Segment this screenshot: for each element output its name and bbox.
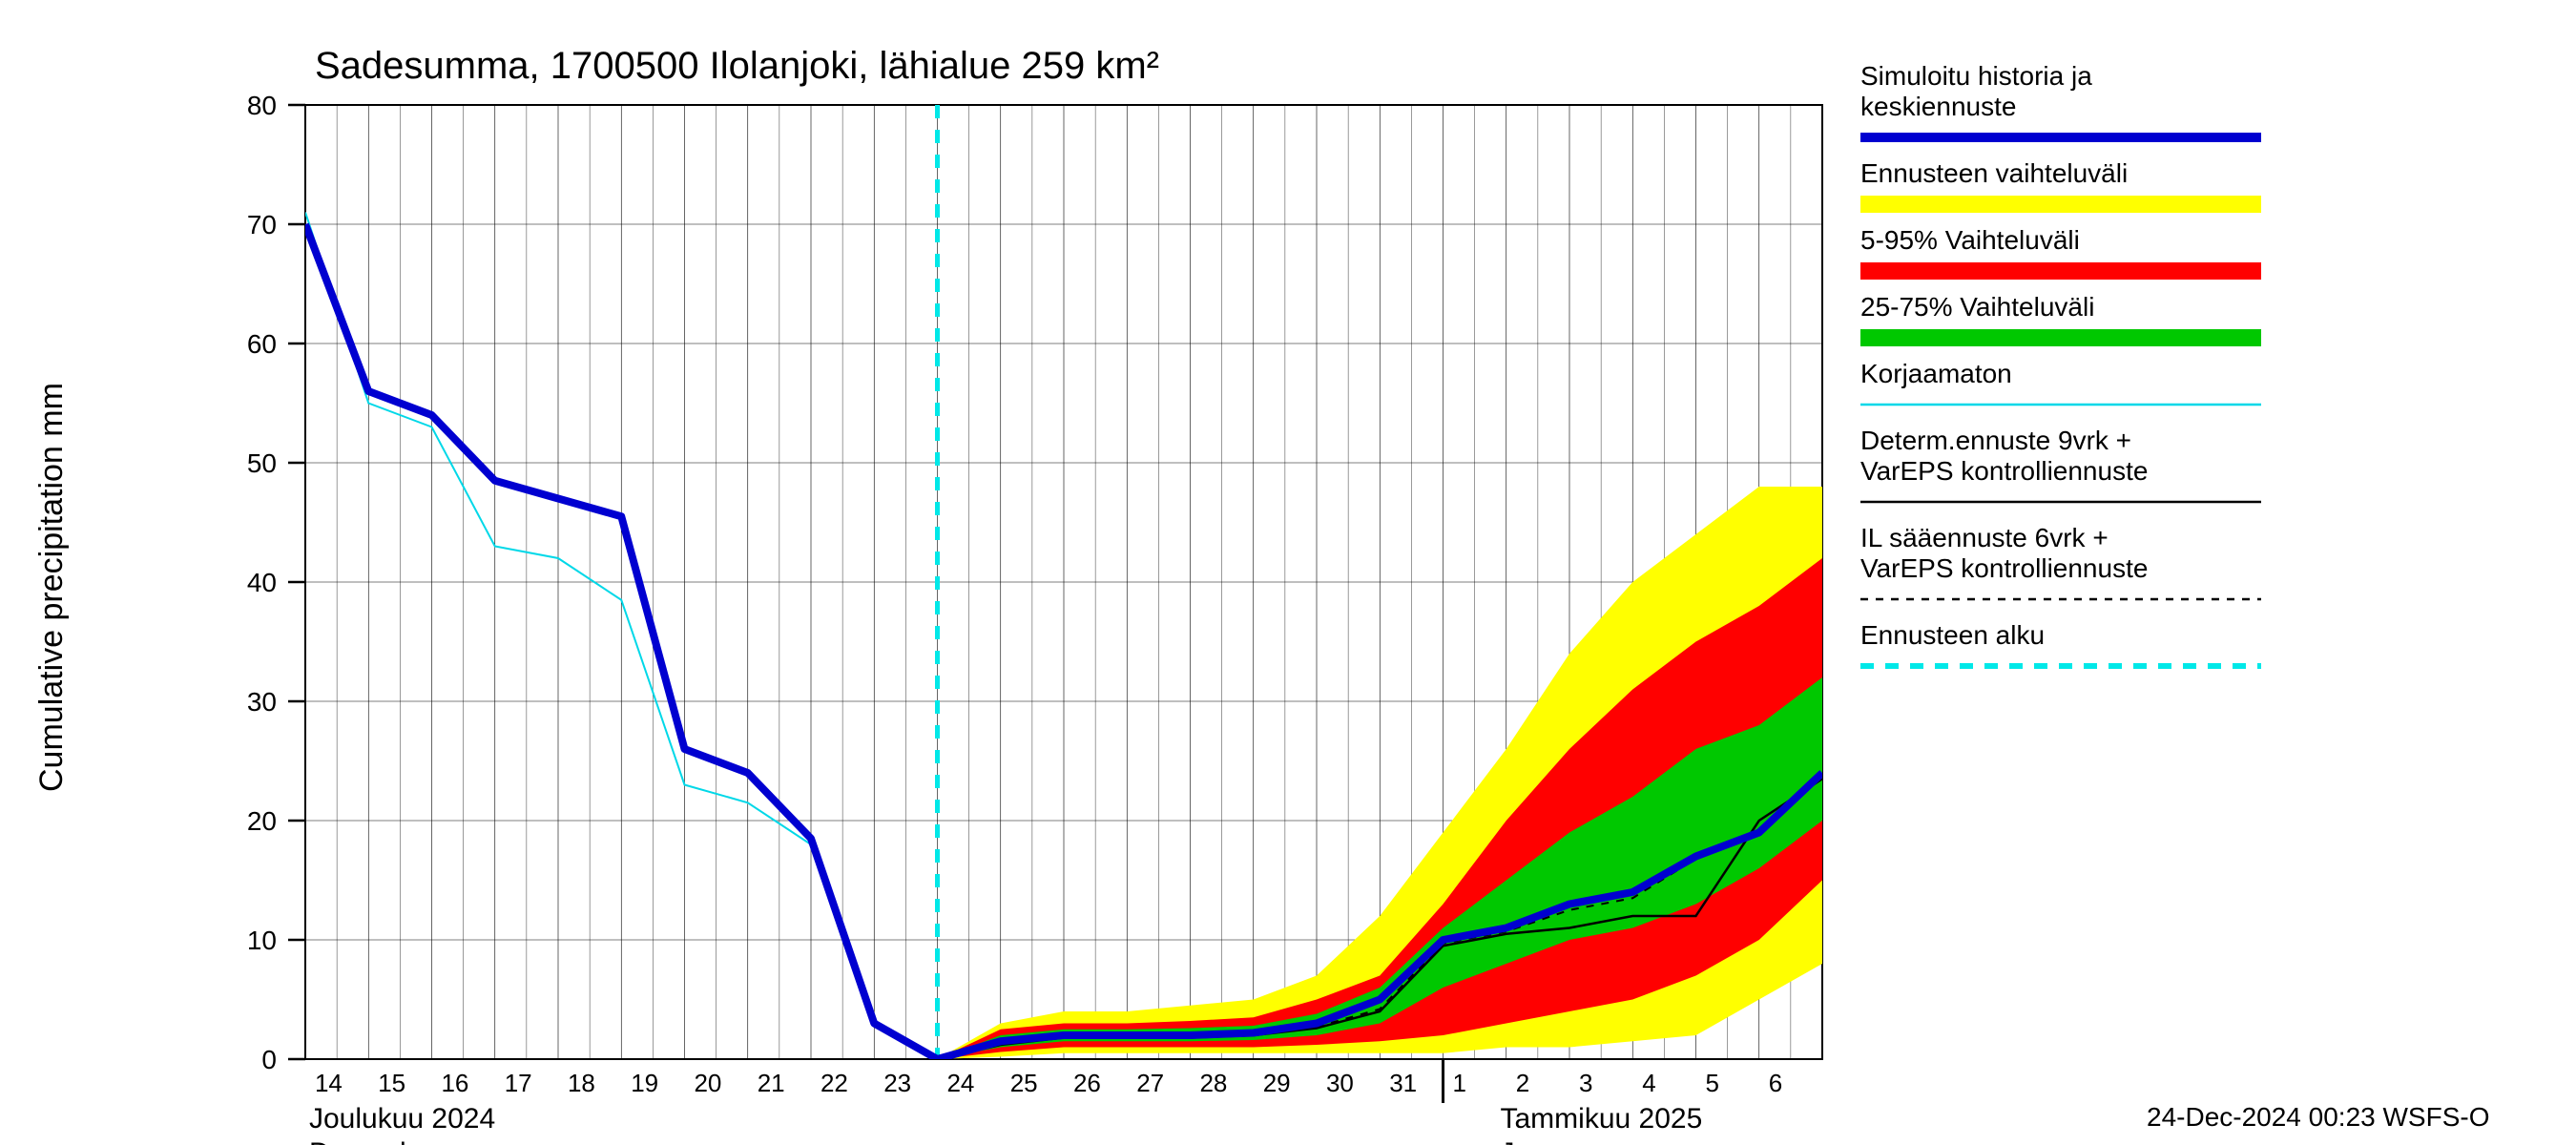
month-label-jan-en: January — [1501, 1137, 1603, 1145]
x-tick-label: 14 — [315, 1069, 343, 1097]
precipitation-chart: 0102030405060708014151617181920212223242… — [0, 0, 2576, 1145]
legend-swatch — [1860, 262, 2261, 280]
legend-swatch — [1860, 133, 2261, 142]
legend-label: Ennusteen vaihteluväli — [1860, 158, 2128, 188]
x-tick-label: 18 — [568, 1069, 595, 1097]
y-tick-label: 50 — [247, 448, 277, 478]
x-tick-label: 24 — [946, 1069, 974, 1097]
y-axis-label: Cumulative precipitation mm — [33, 383, 70, 792]
legend-label: IL sääennuste 6vrk + — [1860, 523, 2109, 552]
month-label-dec-en: December — [309, 1137, 441, 1145]
x-tick-label: 1 — [1452, 1069, 1465, 1097]
y-tick-label: 10 — [247, 926, 277, 955]
x-tick-label: 5 — [1705, 1069, 1718, 1097]
month-label-dec-fi: Joulukuu 2024 — [309, 1103, 495, 1135]
y-tick-label: 60 — [247, 329, 277, 359]
x-tick-label: 16 — [441, 1069, 468, 1097]
y-tick-label: 20 — [247, 806, 277, 836]
legend-label: Simuloitu historia ja — [1860, 61, 2092, 91]
legend-label: VarEPS kontrolliennuste — [1860, 456, 2148, 486]
x-tick-label: 29 — [1263, 1069, 1291, 1097]
legend-label: Ennusteen alku — [1860, 620, 2045, 650]
x-tick-label: 23 — [883, 1069, 911, 1097]
x-tick-label: 6 — [1769, 1069, 1782, 1097]
x-tick-label: 22 — [821, 1069, 848, 1097]
x-tick-label: 27 — [1136, 1069, 1164, 1097]
legend-label: Korjaamaton — [1860, 359, 2012, 388]
x-tick-label: 21 — [758, 1069, 785, 1097]
chart-title: Sadesumma, 1700500 Ilolanjoki, lähialue … — [315, 45, 1159, 87]
x-tick-label: 19 — [631, 1069, 658, 1097]
x-tick-label: 25 — [1010, 1069, 1038, 1097]
y-tick-label: 30 — [247, 687, 277, 717]
legend-swatch — [1860, 196, 2261, 213]
x-tick-label: 15 — [378, 1069, 405, 1097]
x-tick-label: 30 — [1326, 1069, 1354, 1097]
legend-label: keskiennuste — [1860, 92, 2016, 121]
legend-label: Determ.ennuste 9vrk + — [1860, 426, 2131, 455]
x-tick-label: 28 — [1199, 1069, 1227, 1097]
month-label-jan-fi: Tammikuu 2025 — [1501, 1103, 1703, 1135]
legend-label: 25-75% Vaihteluväli — [1860, 292, 2094, 322]
legend-swatch — [1860, 329, 2261, 346]
footer-timestamp: 24-Dec-2024 00:23 WSFS-O — [2147, 1102, 2490, 1132]
x-tick-label: 2 — [1516, 1069, 1529, 1097]
x-tick-label: 17 — [505, 1069, 532, 1097]
y-tick-label: 0 — [261, 1045, 277, 1074]
x-tick-label: 4 — [1642, 1069, 1655, 1097]
x-tick-label: 31 — [1389, 1069, 1417, 1097]
chart-container: 0102030405060708014151617181920212223242… — [0, 0, 2576, 1145]
x-tick-label: 20 — [694, 1069, 721, 1097]
x-tick-label: 3 — [1579, 1069, 1592, 1097]
legend-label: VarEPS kontrolliennuste — [1860, 553, 2148, 583]
y-tick-label: 80 — [247, 91, 277, 120]
y-tick-label: 40 — [247, 568, 277, 597]
x-tick-label: 26 — [1073, 1069, 1101, 1097]
y-tick-label: 70 — [247, 210, 277, 239]
legend-label: 5-95% Vaihteluväli — [1860, 225, 2080, 255]
